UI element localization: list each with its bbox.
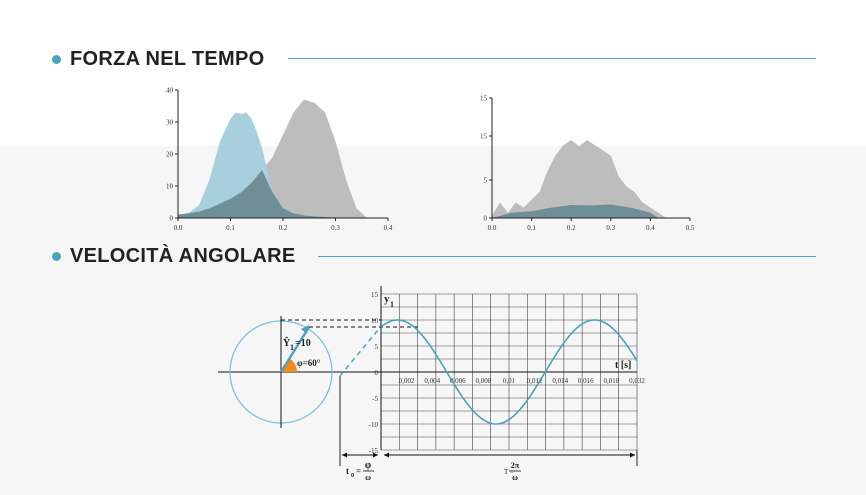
x-tick-label: 0,006	[450, 377, 466, 385]
phasor-arrow	[279, 326, 311, 373]
x-tick-label: 0.0	[488, 224, 497, 232]
section-rule-force	[288, 58, 816, 59]
x-tick-label: 0.3	[331, 224, 340, 232]
y-axis-label-sub: 1	[390, 300, 394, 309]
x-tick-label: 0,032	[629, 377, 645, 385]
t0-label: t	[346, 466, 349, 476]
t0-den: ω	[365, 473, 371, 482]
phasor-label: Ŷ	[283, 337, 291, 349]
phasor-value: =10	[295, 338, 311, 349]
bullet-dot	[52, 55, 61, 64]
y-tick-label: 5	[375, 343, 379, 351]
y-tick-label: -15	[369, 447, 379, 455]
t0-sub: 0	[351, 473, 354, 479]
x-tick-label: 0.2	[279, 224, 288, 232]
x-tick-label: 0,004	[424, 377, 440, 385]
dashed-sine-start	[339, 329, 379, 377]
series-area-grey	[178, 99, 367, 218]
phase-angle-wedge	[281, 358, 297, 372]
y-tick-label: 15	[480, 95, 488, 103]
period-num: 2π	[511, 461, 520, 470]
x-tick-label: 0.1	[527, 224, 536, 232]
x-tick-label: 0,008	[476, 377, 492, 385]
force-chart-right: 0.0 0.1 0.2 0.3 0.4 0.5 0 5 15 15	[480, 95, 695, 233]
series-area-grey	[492, 140, 667, 218]
x-tick-label: 0,016	[578, 377, 594, 385]
series-area-dark	[492, 204, 659, 218]
section-header-velocity: VELOCITÀ ANGOLARE	[52, 245, 295, 268]
period-den: ω	[512, 473, 518, 482]
t0-eq: =	[356, 466, 361, 476]
y-tick-label: 20	[166, 151, 174, 159]
sine-curve	[380, 319, 638, 425]
period-label: T =	[504, 468, 514, 476]
y-tick-label: 0	[375, 369, 379, 377]
section-rule-velocity	[318, 256, 816, 257]
y-tick-label: 15	[371, 291, 379, 299]
section-header-force: FORZA NEL TEMPO	[52, 48, 265, 71]
y-tick-label: 0	[484, 215, 488, 223]
x-tick-label: 0.3	[606, 224, 615, 232]
y-tick-label: -5	[372, 395, 378, 403]
y-tick-label: -10	[369, 421, 379, 429]
x-tick-label: 0,014	[552, 377, 568, 385]
x-tick-label: 0,018	[604, 377, 620, 385]
t0-num: φ	[365, 460, 371, 471]
force-chart-left: 0.0 0.1 0.2 0.3 0.4 0 10 20 30 40	[166, 87, 393, 233]
bullet-dot	[52, 252, 61, 261]
y-tick-label: 5	[484, 177, 488, 185]
x-tick-label: 0,01	[503, 377, 516, 385]
x-tick-label: 0,002	[399, 377, 415, 385]
y-tick-label: 30	[166, 119, 174, 127]
x-tick-label: 0,012	[527, 377, 543, 385]
y-axis-label: y	[384, 293, 390, 305]
phase-label: φ=60°	[297, 358, 321, 368]
series-area-blue	[178, 112, 346, 218]
series-overlap-area	[178, 170, 367, 218]
section-title-velocity: VELOCITÀ ANGOLARE	[70, 245, 296, 267]
x-tick-label: 0.4	[384, 224, 393, 232]
x-tick-label: 0.4	[646, 224, 655, 232]
y-tick-label: 10	[371, 317, 379, 325]
y-tick-label: 0	[170, 215, 174, 223]
x-tick-label: 0.2	[567, 224, 576, 232]
x-tick-label: 0.1	[226, 224, 235, 232]
phasor-label-sub: 1	[290, 343, 294, 352]
section-title-force: FORZA NEL TEMPO	[70, 48, 265, 70]
y-tick-label: 10	[166, 183, 174, 191]
phasor-arrowhead	[301, 325, 309, 334]
x-tick-label: 0.0	[174, 224, 183, 232]
y-tick-label: 40	[166, 87, 174, 95]
x-axis-label: t [s]	[615, 360, 631, 371]
y-tick-label: 15	[480, 133, 488, 141]
x-tick-label: 0.5	[686, 224, 695, 232]
